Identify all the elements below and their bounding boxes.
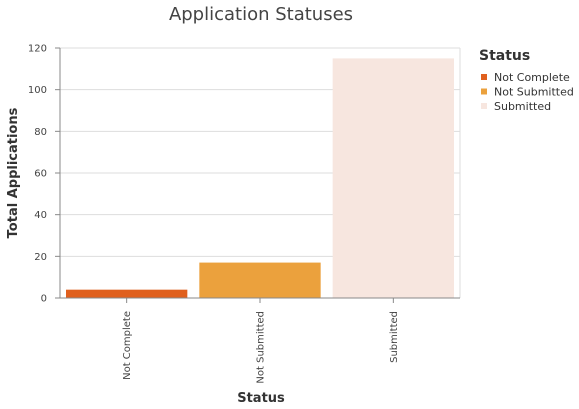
legend-swatch (481, 74, 487, 80)
y-axis-title: Total Applications (6, 107, 21, 238)
y-tick-label: 40 (34, 210, 47, 221)
legend-entry: Submitted (494, 100, 551, 113)
legend: Status Not Complete Not SubmittedSubmitte… (479, 48, 574, 113)
chart-title: Application Statuses (169, 4, 353, 25)
x-tick-label: Not Submitted (256, 311, 267, 384)
x-axis: Not Complete Not Submitted Submitted (60, 297, 460, 384)
x-axis-title: Status (237, 391, 285, 406)
bar-submitted[interactable] (332, 58, 454, 298)
y-axis: 0 20 40 60 80 100 120 (28, 44, 61, 305)
legend-swatch (481, 103, 487, 109)
y-tick-label: 20 (34, 252, 47, 263)
y-tick-label: 80 (34, 127, 47, 138)
x-tick-label: Submitted (389, 311, 400, 363)
y-tick-label: 0 (41, 294, 47, 305)
x-tick-label: Not Complete (122, 311, 133, 380)
bar-not-submitted[interactable] (199, 262, 321, 298)
legend-title: Status (479, 48, 530, 64)
y-tick-label: 120 (28, 44, 47, 55)
y-tick-label: 60 (34, 169, 47, 180)
legend-entry: Not Submitted (494, 86, 574, 99)
bars (66, 58, 454, 298)
legend-entry: Not Complete (494, 71, 570, 84)
grid-lines (60, 47, 461, 299)
legend-swatch (481, 88, 487, 95)
y-tick-label: 100 (28, 85, 47, 96)
bar-not-complete[interactable] (66, 289, 188, 298)
